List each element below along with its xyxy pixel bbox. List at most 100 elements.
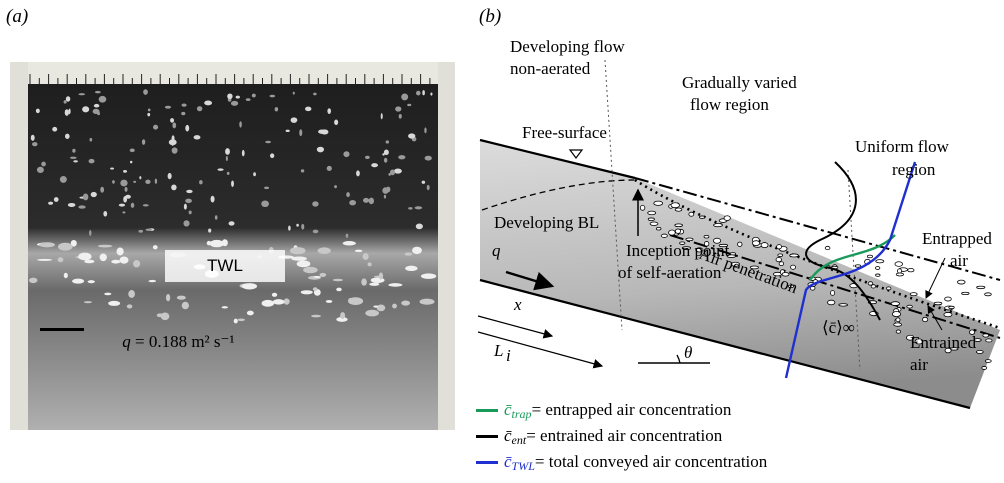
air-bubble [777, 253, 783, 257]
water-droplet [167, 172, 172, 180]
water-droplet [89, 137, 93, 142]
water-droplet [345, 233, 349, 238]
water-droplet [356, 170, 360, 177]
foam-blob [373, 275, 383, 278]
air-bubble [867, 281, 874, 286]
legend-text: = entrapped air concentration [531, 400, 732, 419]
water-droplet [171, 184, 177, 191]
water-droplet [389, 169, 396, 176]
free-surface-label: Free-surface [522, 123, 607, 142]
entrapped-air-label-2: air [950, 251, 968, 270]
foam-blob [376, 304, 386, 312]
water-droplet [92, 108, 100, 115]
separator-line [604, 59, 623, 331]
air-bubble [688, 211, 695, 217]
foam-blob [325, 299, 333, 303]
water-droplet [426, 184, 430, 191]
water-droplet [65, 133, 70, 139]
water-droplet [408, 207, 413, 210]
water-droplet [368, 197, 375, 205]
water-droplet [382, 153, 385, 156]
foam-blob [369, 282, 380, 286]
entrapped-air-label: Entrapped [922, 229, 992, 248]
water-droplet [382, 187, 389, 194]
water-droplet [94, 90, 101, 94]
foam-blob [361, 278, 367, 286]
air-bubble [866, 254, 873, 259]
water-droplet [380, 113, 383, 120]
water-droplet [327, 108, 332, 115]
foam-blob [160, 312, 170, 321]
air-bubble [751, 240, 761, 247]
water-droplet [424, 127, 427, 134]
schematic-diagram: Developing flow non-aerated Gradually va… [477, 37, 1001, 410]
foam-blob [311, 314, 321, 318]
water-droplet [129, 148, 135, 153]
water-droplet [422, 90, 425, 96]
foam-blob [116, 247, 124, 256]
foam-blob [405, 265, 418, 272]
water-droplet [89, 229, 92, 237]
air-bubble [730, 261, 741, 267]
foam-blob [63, 272, 68, 279]
foam-blob [221, 306, 228, 309]
foam-blob [176, 295, 186, 300]
flow-rate-label: q = 0.188 m² s⁻¹ [40, 327, 235, 352]
air-bubble [948, 305, 955, 310]
water-droplet [73, 160, 78, 163]
legend-swatch [476, 434, 498, 438]
air-bubble [854, 264, 862, 268]
air-bubble [985, 338, 993, 343]
water-droplet [145, 179, 151, 185]
water-droplet [147, 108, 151, 112]
uniform-flow-label: Uniform flow [855, 137, 950, 156]
foam-blob [58, 242, 73, 251]
foam-blob [336, 317, 348, 322]
water-droplet [147, 112, 151, 117]
water-droplet [265, 140, 272, 144]
air-bubble [647, 210, 657, 216]
water-droplet [65, 96, 71, 102]
air-bubble [737, 241, 743, 247]
water-droplet [78, 93, 86, 96]
water-droplet [164, 105, 172, 109]
foam-blob [319, 272, 327, 277]
water-droplet [67, 202, 76, 207]
water-droplet [64, 109, 69, 116]
gradually-varied-label: Gradually varied [682, 73, 797, 92]
water-droplet [235, 95, 240, 99]
li-label: L [493, 341, 503, 360]
water-droplet [122, 211, 126, 214]
water-droplet [261, 200, 270, 208]
air-bubble [703, 234, 710, 239]
foam-blob [388, 283, 403, 287]
air-bubbles [639, 200, 993, 370]
water-droplet [395, 106, 402, 112]
water-droplet [326, 165, 332, 171]
air-bubble [944, 347, 952, 354]
air-bubble [895, 329, 902, 334]
foam-blob [303, 266, 318, 274]
air-bubble [906, 334, 915, 341]
foam-blob [72, 278, 85, 284]
legend-item-ent: c̄ ent = entrained air concentration [476, 425, 996, 447]
foam-blob [221, 239, 228, 247]
water-droplet [214, 215, 218, 220]
water-droplet [183, 203, 187, 210]
water-droplet [231, 180, 234, 188]
air-bubble [668, 229, 676, 236]
air-bubble [695, 247, 704, 253]
air-bubble [950, 347, 959, 351]
foam-blob [152, 245, 158, 250]
water-droplet [78, 205, 86, 209]
uniform-flow-label-2: region [892, 160, 936, 179]
air-bubble [699, 215, 706, 219]
foam-blob [392, 303, 397, 309]
water-droplet [228, 221, 235, 226]
water-droplet [318, 129, 327, 134]
air-bubble [681, 246, 692, 250]
foam-blob [126, 304, 133, 309]
foam-blob [336, 287, 342, 292]
water-droplet [414, 206, 423, 210]
water-droplet [183, 220, 190, 227]
